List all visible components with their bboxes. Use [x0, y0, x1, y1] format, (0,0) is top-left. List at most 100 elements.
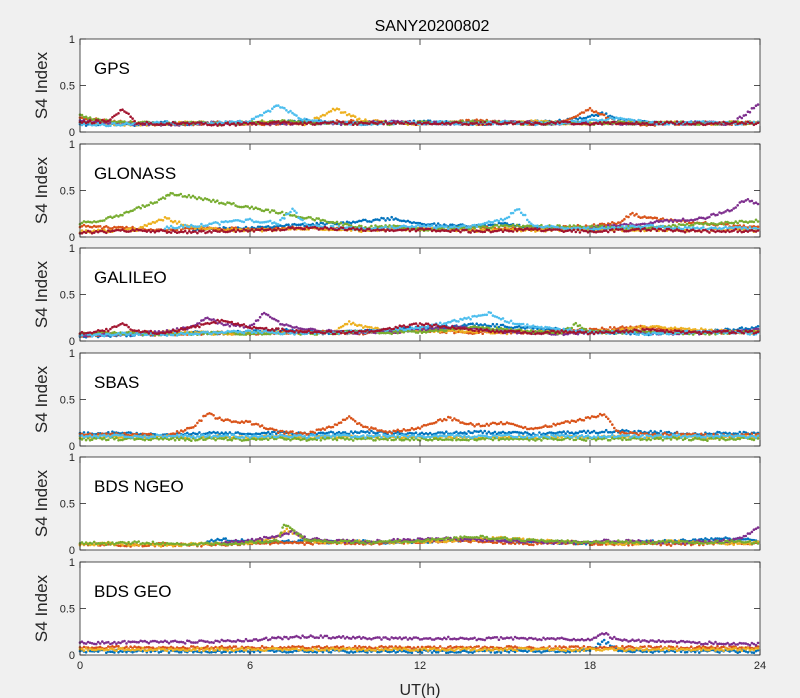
data-point [748, 110, 752, 114]
data-point [179, 192, 183, 196]
data-point [161, 219, 165, 222]
data-point [353, 121, 357, 125]
data-point [756, 103, 760, 106]
data-point [260, 227, 264, 231]
data-point [702, 226, 705, 229]
data-point [495, 223, 499, 227]
data-point [681, 227, 685, 231]
data-point [594, 224, 598, 228]
data-point [584, 109, 588, 112]
data-point [613, 230, 616, 234]
data-point [750, 199, 754, 203]
data-point [133, 123, 136, 126]
data-point [331, 225, 335, 228]
data-point [325, 112, 329, 115]
data-point [475, 118, 479, 121]
data-point [88, 116, 92, 119]
data-point [202, 229, 205, 233]
data-point [734, 228, 737, 231]
data-point [467, 118, 470, 122]
data-point [606, 118, 610, 121]
data-point [232, 122, 236, 125]
data-point [175, 222, 179, 225]
data-point [592, 114, 596, 117]
data-point [167, 226, 171, 230]
data-point [681, 120, 685, 123]
data-point [84, 124, 88, 127]
data-point [181, 226, 185, 229]
y-tick-label: 1 [69, 139, 75, 151]
data-point [651, 224, 654, 227]
data-point [558, 118, 561, 122]
data-point [477, 123, 481, 126]
data-point [380, 120, 383, 124]
data-point [275, 228, 278, 232]
data-point [370, 220, 373, 224]
data-point [167, 217, 171, 220]
data-point [335, 119, 339, 122]
data-point [384, 225, 387, 229]
data-point [252, 121, 256, 125]
data-point [708, 231, 711, 234]
data-point [586, 108, 590, 112]
data-point [756, 121, 760, 124]
data-point [702, 120, 705, 123]
data-point [598, 121, 602, 124]
data-point [295, 114, 298, 117]
data-point [663, 229, 667, 233]
data-point [341, 226, 345, 230]
data-point [588, 115, 592, 118]
data-point [580, 111, 584, 114]
data-point [240, 123, 244, 126]
data-point [414, 123, 418, 126]
data-point [582, 116, 586, 120]
data-point [598, 113, 602, 116]
data-point [384, 219, 387, 222]
data-point [183, 123, 187, 127]
data-point [185, 195, 189, 199]
data-point [382, 217, 385, 220]
data-point [517, 120, 521, 124]
data-point [750, 121, 754, 125]
data-point [746, 198, 750, 201]
data-point [327, 110, 331, 114]
data-point [321, 113, 325, 117]
data-point [319, 115, 323, 118]
data-point [84, 117, 88, 121]
data-point [544, 119, 547, 123]
data-point [752, 106, 756, 110]
data-point [526, 218, 529, 222]
data-point [489, 123, 493, 126]
data-point [210, 231, 213, 234]
data-point [611, 228, 614, 231]
data-point [368, 227, 371, 231]
data-point [88, 230, 92, 233]
data-point [604, 112, 608, 115]
data-point [303, 221, 306, 225]
data-point [475, 121, 479, 125]
data-point [528, 220, 531, 224]
data-point [432, 222, 436, 225]
data-point [627, 215, 630, 219]
data-point [639, 229, 642, 233]
data-point [740, 326, 744, 329]
data-point [277, 123, 280, 126]
data-point [578, 231, 582, 234]
panel-name: GPS [94, 59, 130, 78]
data-point [576, 118, 580, 121]
data-point [679, 219, 683, 222]
data-point [675, 120, 679, 123]
data-point [113, 122, 116, 125]
data-point [250, 228, 254, 231]
data-point [716, 213, 719, 217]
data-point [351, 114, 355, 117]
data-point [183, 223, 187, 227]
data-point [406, 227, 410, 231]
data-point [232, 202, 235, 205]
data-point [691, 223, 695, 227]
data-point [105, 231, 108, 235]
data-point [378, 218, 381, 222]
data-point [730, 209, 733, 212]
data-point [196, 231, 199, 235]
